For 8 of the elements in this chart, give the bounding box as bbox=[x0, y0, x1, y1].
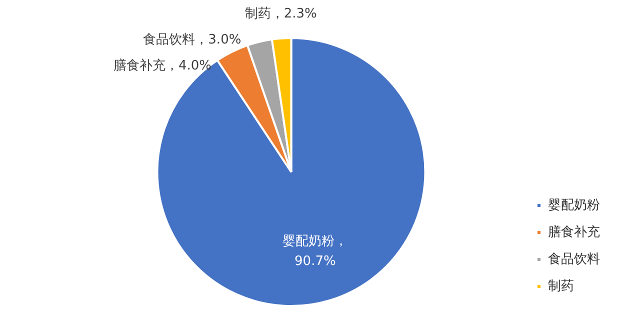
data-label: 膳食补充，4.0% bbox=[113, 57, 212, 74]
legend-label: 制药 bbox=[548, 278, 574, 294]
data-label: 制药，2.3% bbox=[244, 6, 317, 22]
legend-label: 食品饮料 bbox=[548, 252, 600, 267]
legend-label: 膳食补充 bbox=[548, 224, 600, 240]
data-label: 婴配奶粉，90.7% bbox=[282, 234, 348, 269]
legend-label: 婴配奶粉 bbox=[548, 198, 600, 213]
data-label: 食品饮料，3.0% bbox=[143, 32, 242, 48]
